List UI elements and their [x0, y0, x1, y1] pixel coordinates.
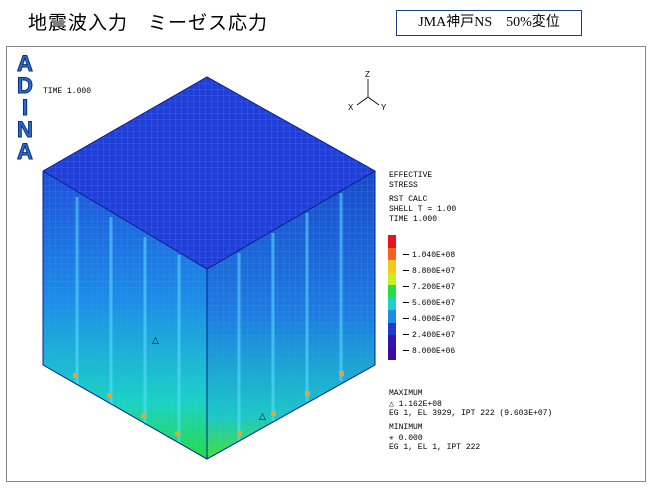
legend-value-2: 8.800E+07: [403, 267, 455, 276]
legend-swatch: [388, 310, 396, 323]
minimum-value: ✳ 0.000: [389, 434, 423, 443]
legend-swatch: [388, 285, 396, 298]
legend-swatch: [388, 335, 396, 348]
axis-x-label: X: [348, 103, 354, 112]
maximum-value: △ 1.162E+08: [389, 400, 442, 409]
legend-swatch: [388, 297, 396, 310]
fe-model-view: △ △: [42, 76, 377, 460]
minimum-detail: EG 1, EL 1, IPT 222: [389, 443, 481, 452]
plot-panel: A D I N A TIME 1.000 Z X Y: [6, 46, 646, 482]
legend-swatch: [388, 235, 396, 248]
legend-swatch: [388, 272, 396, 285]
legend-swatch: [388, 322, 396, 335]
case-tag: JMA神戸NS 50%変位: [396, 10, 582, 36]
info-line-4: SHELL T = 1.00: [389, 205, 457, 214]
legend-swatch: [388, 247, 396, 260]
adina-logo-letter-i: I: [21, 95, 29, 120]
axis-triad-icon: Z X Y: [348, 70, 387, 112]
axis-z-label: Z: [365, 70, 370, 79]
adina-logo-letter-n: N: [17, 117, 34, 142]
legend-value-4: 5.600E+07: [403, 299, 455, 308]
info-line-2: STRESS: [389, 181, 418, 190]
max-marker-icon: △: [152, 336, 159, 346]
legend-value-7: 8.000E+06: [403, 347, 455, 356]
slide-title: 地震波入力 ミーゼス応力: [28, 12, 269, 34]
maximum-detail: EG 1, EL 3929, IPT 222 (9.603E+07): [389, 409, 553, 418]
adina-logo-letter-d: D: [17, 73, 34, 98]
info-line-5: TIME 1.000: [389, 215, 438, 224]
time-label: TIME 1.000: [43, 87, 92, 96]
legend-color-bar: [388, 235, 396, 360]
legend-swatch: [388, 347, 396, 360]
legend-swatch: [388, 260, 396, 273]
axis-y-label: Y: [381, 103, 387, 112]
legend-value-1: 1.040E+08: [403, 251, 455, 260]
adina-logo-letter-a: A: [17, 51, 34, 76]
minimum-label: MINIMUM: [389, 423, 423, 432]
maximum-label: MAXIMUM: [389, 389, 423, 398]
legend-value-6: 2.400E+07: [403, 331, 455, 340]
max-marker-icon-2: △: [259, 412, 266, 422]
adina-logo-letter-a2: A: [17, 139, 34, 164]
info-line-3: RST CALC: [389, 195, 428, 204]
legend-value-3: 7.200E+07: [403, 283, 455, 292]
info-line-1: EFFECTIVE: [389, 171, 433, 180]
legend-value-5: 4.000E+07: [403, 315, 455, 324]
